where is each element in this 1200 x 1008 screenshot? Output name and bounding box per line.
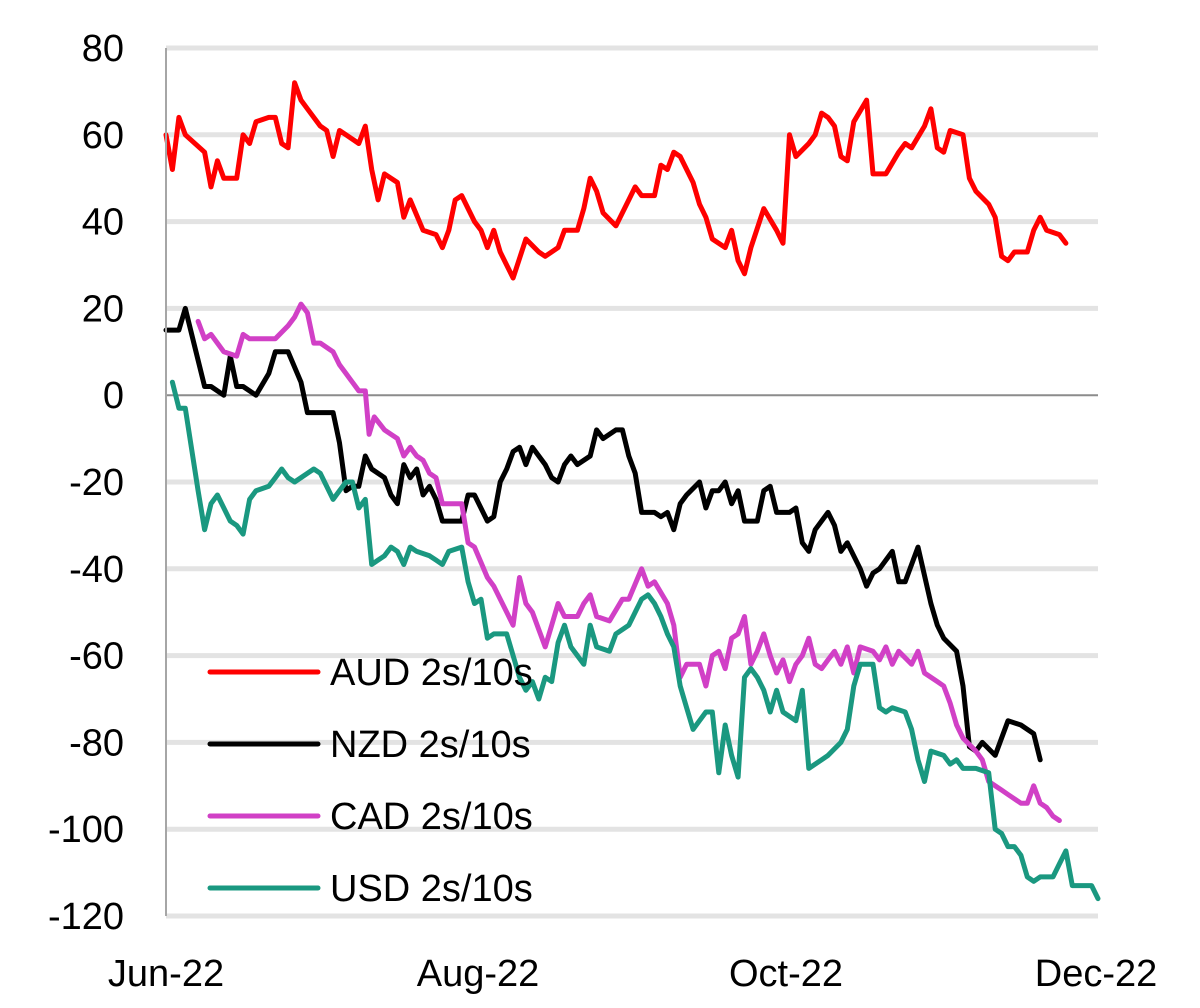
legend-label-usd: USD 2s/10s [330, 868, 533, 910]
legend-label-nzd: NZD 2s/10s [330, 724, 531, 766]
y-tick-label: 80 [82, 28, 124, 70]
series-line-usd [169, 379, 1101, 902]
legend: AUD 2s/10s NZD 2s/10s CAD 2s/10s USD 2s/10s [207, 652, 533, 910]
y-tick-label: -60 [69, 636, 124, 678]
x-tick-label: Jun-22 [108, 953, 224, 995]
x-tick-label: Oct-22 [729, 953, 843, 995]
y-tick-label: -80 [69, 722, 124, 764]
series-line-nzd [163, 305, 1043, 763]
y-tick-label: -120 [48, 896, 124, 938]
y-tick-label: 40 [82, 202, 124, 244]
y-tick-labels: 80 60 40 20 0 -20 -40 -60 -80 -100 -120 [48, 28, 124, 938]
y-tick-label: 20 [82, 288, 124, 330]
series-line-cad [195, 301, 1062, 823]
x-tick-label: Aug-22 [417, 953, 540, 995]
legend-label-cad: CAD 2s/10s [330, 796, 533, 838]
series-line-aud [163, 80, 1069, 281]
x-tick-labels: Jun-22 Aug-22 Oct-22 Dec-22 [108, 953, 1157, 995]
y-tick-label: 0 [103, 375, 124, 417]
y-tick-label: -100 [48, 809, 124, 851]
gridlines [166, 45, 1098, 919]
y-tick-label: -20 [69, 462, 124, 504]
legend-label-aud: AUD 2s/10s [330, 652, 533, 694]
y-tick-label: -40 [69, 549, 124, 591]
x-tick-label: Dec-22 [1035, 953, 1158, 995]
series-lines [163, 80, 1101, 902]
y-tick-label: 60 [82, 115, 124, 157]
